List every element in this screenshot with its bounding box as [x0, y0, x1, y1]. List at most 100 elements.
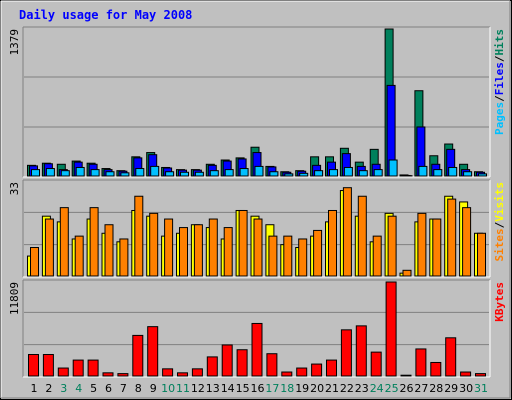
- x-tick-label: 30: [459, 382, 473, 395]
- bar: [45, 168, 55, 177]
- legend-entry: Files: [493, 62, 506, 95]
- bar: [370, 351, 382, 377]
- bar: [31, 169, 40, 177]
- legend-entry: Visits: [493, 182, 506, 222]
- bar: [150, 165, 160, 177]
- bar: [477, 232, 486, 277]
- bar: [119, 238, 129, 277]
- y-max-label: 11809: [8, 282, 21, 315]
- bar: [59, 207, 69, 277]
- bar: [42, 354, 54, 377]
- bar: [417, 212, 427, 277]
- bar: [104, 224, 114, 277]
- bar: [72, 359, 84, 377]
- x-tick-label: 27: [414, 382, 428, 395]
- x-tick-label: 16: [251, 382, 265, 395]
- bar: [209, 170, 219, 177]
- bar: [149, 212, 159, 277]
- bar: [208, 218, 218, 277]
- x-tick-label: 19: [295, 382, 309, 395]
- bar: [117, 373, 129, 377]
- bar: [177, 372, 188, 377]
- x-tick-label: 7: [120, 382, 127, 395]
- legend-separator: /: [493, 95, 506, 102]
- bar: [460, 371, 472, 377]
- bar: [44, 218, 54, 277]
- bar: [134, 195, 144, 277]
- bar: [296, 367, 308, 377]
- bar: [314, 170, 324, 177]
- x-tick-label: 9: [150, 382, 157, 395]
- x-tick-label: 4: [75, 382, 82, 395]
- x-tick-label: 15: [236, 382, 250, 395]
- x-tick-label: 13: [206, 382, 220, 395]
- y-max-label: 33: [8, 182, 21, 195]
- x-tick-label: 12: [191, 382, 205, 395]
- bar: [89, 207, 99, 277]
- bar: [432, 218, 442, 277]
- legend-separator: /: [493, 55, 506, 62]
- bar: [433, 169, 443, 177]
- bar: [238, 209, 248, 277]
- x-tick-label: 29: [444, 382, 458, 395]
- x-tick-label: 22: [340, 382, 354, 395]
- x-tick-label: 11: [176, 382, 190, 395]
- bar: [269, 171, 279, 177]
- legend: Pages/Files/Hits: [493, 29, 506, 135]
- bar: [223, 227, 233, 277]
- bar: [179, 227, 188, 277]
- bar: [475, 373, 486, 377]
- bar: [388, 159, 398, 177]
- bar: [463, 171, 473, 177]
- bar: [132, 334, 144, 377]
- legend-entry: Sites: [493, 228, 506, 261]
- bar: [342, 187, 352, 277]
- x-tick-label: 17: [265, 382, 279, 395]
- bar: [447, 198, 457, 277]
- bar: [254, 165, 264, 177]
- bar: [340, 329, 352, 377]
- legend: KBytes: [493, 282, 506, 322]
- bar: [387, 215, 397, 277]
- bar: [448, 166, 458, 177]
- bar: [462, 207, 472, 277]
- x-tick-label: 25: [385, 382, 399, 395]
- y-max-label: 1379: [8, 29, 21, 56]
- bar: [400, 374, 412, 377]
- bar: [268, 235, 278, 277]
- bar: [283, 235, 293, 277]
- bar: [193, 224, 203, 277]
- x-tick-label: 3: [60, 382, 67, 395]
- bar: [206, 356, 218, 377]
- bar: [298, 238, 308, 277]
- bar: [60, 170, 70, 177]
- bar: [313, 229, 323, 277]
- bar: [239, 168, 249, 177]
- bar: [415, 348, 427, 377]
- bar: [430, 361, 442, 377]
- bar: [236, 349, 248, 377]
- bar: [221, 344, 233, 377]
- bar: [87, 359, 99, 377]
- x-tick-label: 6: [105, 382, 112, 395]
- bar: [311, 363, 323, 377]
- bar: [147, 326, 159, 377]
- bar: [164, 218, 174, 277]
- bar: [328, 209, 337, 277]
- x-tick-label: 18: [280, 382, 294, 395]
- bar: [326, 359, 337, 377]
- bar: [402, 269, 412, 277]
- x-tick-label: 2: [45, 382, 52, 395]
- x-tick-label: 1: [31, 382, 38, 395]
- legend-entry: KBytes: [493, 282, 506, 322]
- bar: [102, 372, 114, 377]
- legend-entry: Hits: [493, 29, 506, 56]
- bar: [355, 325, 367, 377]
- bar: [162, 368, 174, 377]
- bar: [385, 281, 397, 377]
- x-tick-label: 20: [310, 382, 324, 395]
- x-tick-label: 24: [370, 382, 384, 395]
- bar: [418, 165, 428, 177]
- x-tick-label: 8: [135, 382, 142, 395]
